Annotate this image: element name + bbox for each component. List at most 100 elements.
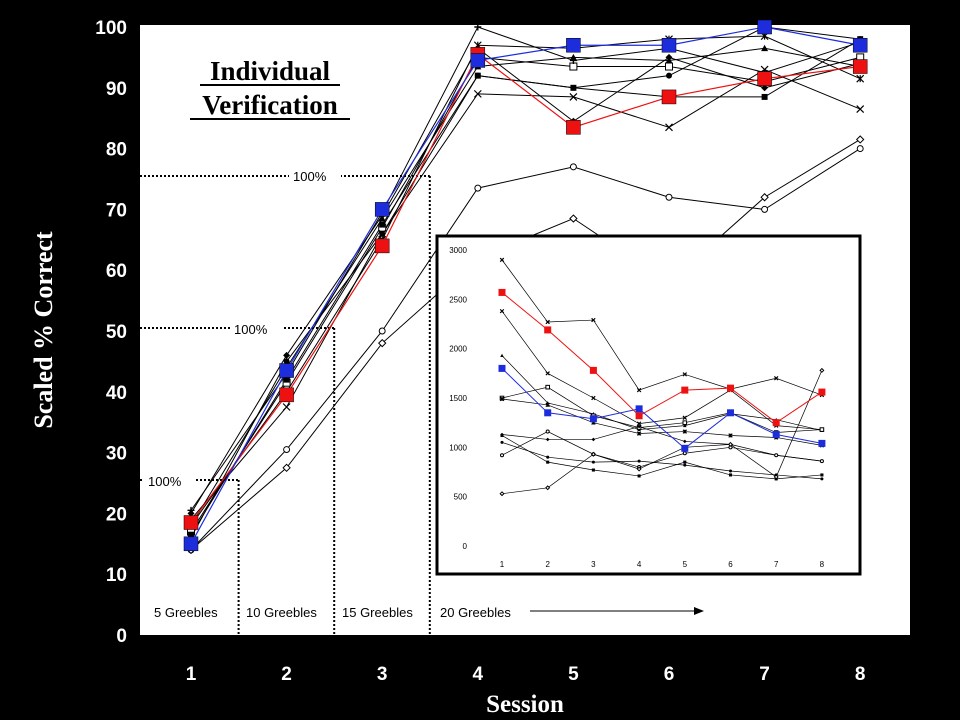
data-point [773, 376, 779, 381]
inset-y-tick-labels: 0 500 1000 1500 2000 2500 3000 [449, 246, 467, 551]
data-point [665, 62, 673, 71]
y-axis-title: Scaled % Correct [29, 231, 58, 429]
data-point [637, 474, 641, 478]
inset-x-tick-label: 1 [500, 560, 505, 569]
data-point [856, 105, 865, 114]
x-tick-labels: 1 2 3 4 5 6 7 8 [186, 664, 866, 685]
data-point [499, 257, 505, 263]
inset-x-tick-label: 5 [683, 560, 688, 569]
highlight-data-point [852, 59, 868, 74]
data-point [474, 23, 482, 31]
y-tick-label: 100 [95, 18, 127, 39]
x-tick-label: 8 [855, 664, 866, 685]
data-point [379, 221, 386, 228]
inset-highlight-point [635, 412, 643, 420]
y-tick-label: 60 [106, 261, 127, 282]
data-point [761, 84, 769, 92]
data-point [473, 89, 482, 98]
inset-highlight-point [589, 366, 597, 374]
x-tick-label: 7 [759, 664, 770, 685]
data-point [283, 446, 291, 454]
data-point [187, 506, 195, 514]
inset-x-tick-label: 4 [637, 560, 642, 569]
data-point [500, 433, 504, 438]
highlight-data-point [374, 202, 390, 217]
inset-x-tick-label: 3 [591, 560, 596, 569]
highlight-data-point [661, 37, 677, 53]
data-point [665, 193, 673, 201]
data-point [636, 466, 642, 472]
data-point [683, 423, 687, 428]
data-point [683, 460, 687, 464]
data-point [683, 439, 687, 444]
inset-highlight-point [681, 444, 689, 452]
highlight-data-point [661, 89, 677, 105]
data-point [855, 135, 865, 144]
data-point [856, 145, 864, 153]
data-point [499, 491, 505, 497]
inset-series-line [501, 426, 822, 462]
inset-highlight-line [501, 368, 822, 449]
inset-y-tick-label: 500 [454, 493, 468, 502]
data-point [682, 415, 688, 420]
data-point [569, 56, 577, 64]
inset-x-tick-label: 2 [545, 560, 550, 569]
y-tick-label: 90 [106, 79, 127, 100]
data-point [378, 229, 387, 238]
x-tick-label: 3 [377, 664, 388, 685]
data-point [569, 62, 578, 71]
data-point [636, 431, 642, 436]
data-point [666, 72, 672, 79]
threshold-label: 100% [234, 322, 268, 337]
data-point [590, 451, 596, 457]
data-point [570, 84, 577, 91]
inset-x-tick-labels: 1 2 3 4 5 6 7 8 [500, 560, 825, 569]
data-point [378, 327, 386, 335]
data-point [774, 453, 779, 458]
highlight-series-line [190, 26, 861, 545]
threshold-markers: 100% 100% 100% [140, 169, 431, 635]
inset-y-tick-label: 2000 [449, 345, 467, 354]
data-point [545, 437, 550, 442]
highlight-data-point [183, 515, 199, 530]
inset-y-tick-label: 1000 [449, 443, 467, 452]
series-line [190, 69, 861, 520]
inset-series-line [501, 355, 822, 431]
inset-series-line [501, 310, 822, 430]
data-point [545, 485, 551, 491]
inset-chart: 0 500 1000 1500 2000 2500 3000 1 2 3 4 5 6 7 8 [435, 234, 862, 576]
data-point [499, 453, 505, 458]
y-tick-label: 30 [106, 444, 127, 465]
data-point [665, 123, 673, 132]
x-tick-label: 4 [473, 664, 484, 685]
data-point [188, 531, 194, 538]
y-tick-label: 10 [106, 565, 127, 586]
threshold-label: 100% [293, 169, 327, 184]
data-point [820, 477, 824, 481]
data-point [545, 319, 550, 325]
threshold-label-bg [289, 169, 341, 184]
data-point [637, 424, 641, 429]
group-label: 5 Greebles [154, 605, 218, 620]
data-point [819, 427, 825, 432]
data-point [856, 74, 865, 83]
inset-highlight-point [498, 364, 506, 372]
highlight-data-point [279, 363, 294, 378]
data-point [665, 56, 673, 64]
x-tick-label: 5 [568, 664, 579, 685]
inset-highlight-point [681, 386, 689, 394]
data-point [761, 44, 769, 52]
data-point [819, 459, 824, 464]
x-tick-label: 6 [664, 664, 675, 685]
x-tick-label: 2 [281, 664, 292, 685]
chart-title-line1: Individual [210, 56, 331, 86]
data-point [500, 440, 504, 444]
data-point [545, 402, 550, 408]
inset-highlight-point [544, 326, 552, 334]
inset-series-line [501, 370, 823, 495]
data-point [282, 463, 291, 473]
inset-series-lines [501, 259, 823, 495]
data-point [761, 93, 768, 100]
chart-title-line2: Verification [202, 90, 337, 120]
